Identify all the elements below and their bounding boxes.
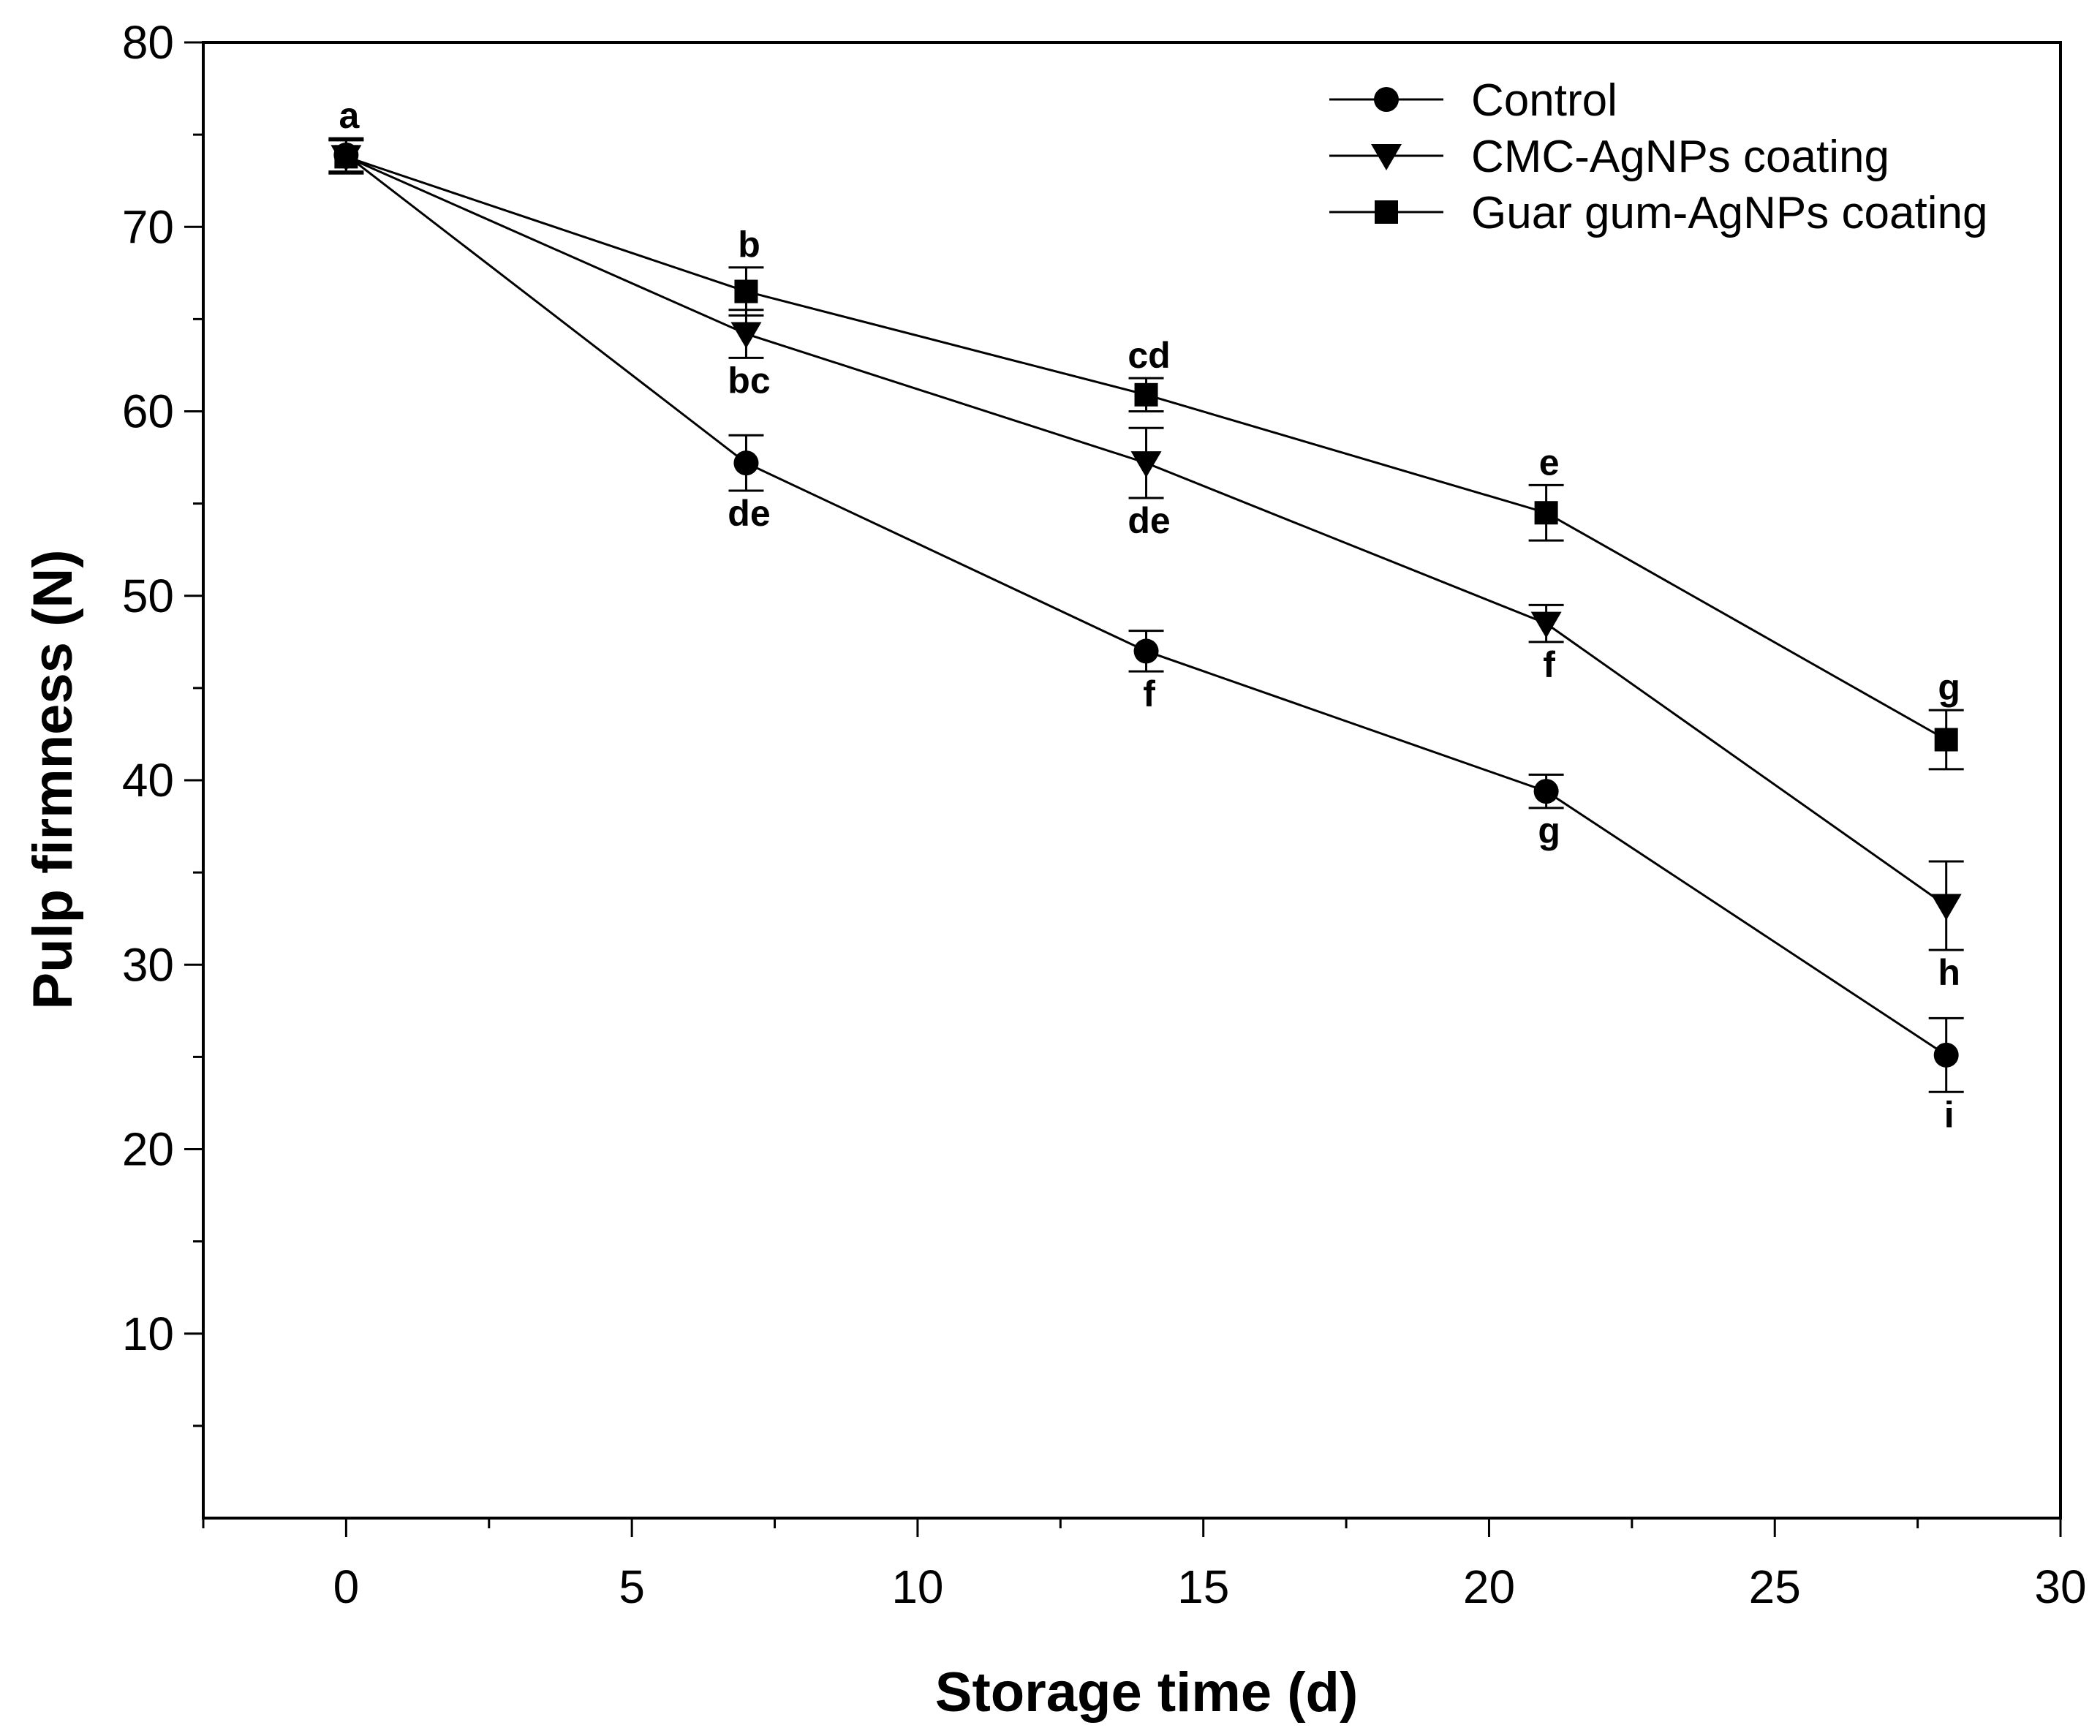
significance-label: cd	[1128, 335, 1170, 376]
legend-label: Control	[1471, 75, 1617, 126]
significance-label: g	[1538, 810, 1560, 851]
data-point	[1934, 728, 1958, 752]
legend-item: Guar gum-AgNPs coating	[1329, 188, 1987, 238]
data-point	[334, 145, 358, 169]
y-tick-label: 20	[122, 1123, 174, 1176]
data-point	[734, 279, 758, 303]
x-tick-label: 0	[333, 1560, 360, 1613]
axis-ticks	[184, 41, 2062, 1537]
significance-label: bc	[728, 360, 770, 401]
y-tick-label: 60	[122, 385, 174, 438]
x-axis-title: Storage time (d)	[935, 1661, 1359, 1724]
significance-label: g	[1938, 667, 1960, 708]
significance-label: a	[339, 95, 360, 136]
legend-marker	[1374, 87, 1399, 112]
legend-marker	[1371, 144, 1402, 170]
data-point	[733, 450, 759, 476]
significance-label: f	[1543, 644, 1555, 685]
data-point	[1933, 1042, 1959, 1068]
y-tick-label: 10	[122, 1307, 174, 1360]
data-point	[1133, 638, 1159, 664]
axis-tick-labels: 0 5 10 15 20 25 30 10 20 30 40 50 60 70 80	[122, 16, 2087, 1613]
legend: Control CMC-AgNPs coating Guar gum-AgNPs c…	[1329, 75, 1987, 238]
significance-label: de	[728, 493, 770, 534]
significance-label: b	[738, 224, 760, 265]
x-tick-label: 30	[2034, 1560, 2086, 1613]
plot-frame	[202, 41, 2062, 1520]
significance-label: h	[1938, 952, 1960, 993]
y-tick-label: 40	[122, 754, 174, 807]
series-cmc-agnps-coating	[328, 139, 1964, 951]
data-point	[1134, 382, 1158, 407]
y-tick-label: 30	[122, 938, 174, 991]
series-line	[345, 154, 1947, 1057]
data-point	[1530, 611, 1562, 638]
y-tick-label: 50	[122, 570, 174, 622]
y-tick-label: 80	[122, 16, 174, 69]
x-tick-label: 25	[1749, 1560, 1801, 1613]
data-point	[1130, 451, 1162, 478]
data-point	[730, 322, 762, 349]
legend-item: CMC-AgNPs coating	[1329, 132, 1889, 182]
legend-label: Guar gum-AgNPs coating	[1471, 188, 1987, 238]
y-tick-label: 70	[122, 200, 174, 253]
x-tick-label: 5	[619, 1560, 645, 1613]
significance-label: e	[1539, 442, 1560, 483]
x-tick-label: 10	[891, 1560, 943, 1613]
series-layer	[328, 137, 1964, 1093]
data-point	[1930, 894, 1962, 921]
series-control	[328, 137, 1964, 1093]
x-tick-label: 15	[1177, 1560, 1229, 1613]
legend-item: Control	[1329, 75, 1617, 126]
series-guar-gum-agnps-coating	[328, 139, 1964, 771]
y-axis-title: Pulp firmness (N)	[22, 549, 84, 1009]
significance-label: i	[1944, 1094, 1954, 1135]
legend-marker	[1375, 200, 1398, 224]
significance-label: de	[1128, 500, 1170, 541]
data-point	[1534, 501, 1558, 525]
x-tick-label: 20	[1463, 1560, 1515, 1613]
significance-label: f	[1143, 673, 1155, 714]
data-point	[1533, 779, 1559, 804]
legend-label: CMC-AgNPs coating	[1471, 132, 1889, 182]
